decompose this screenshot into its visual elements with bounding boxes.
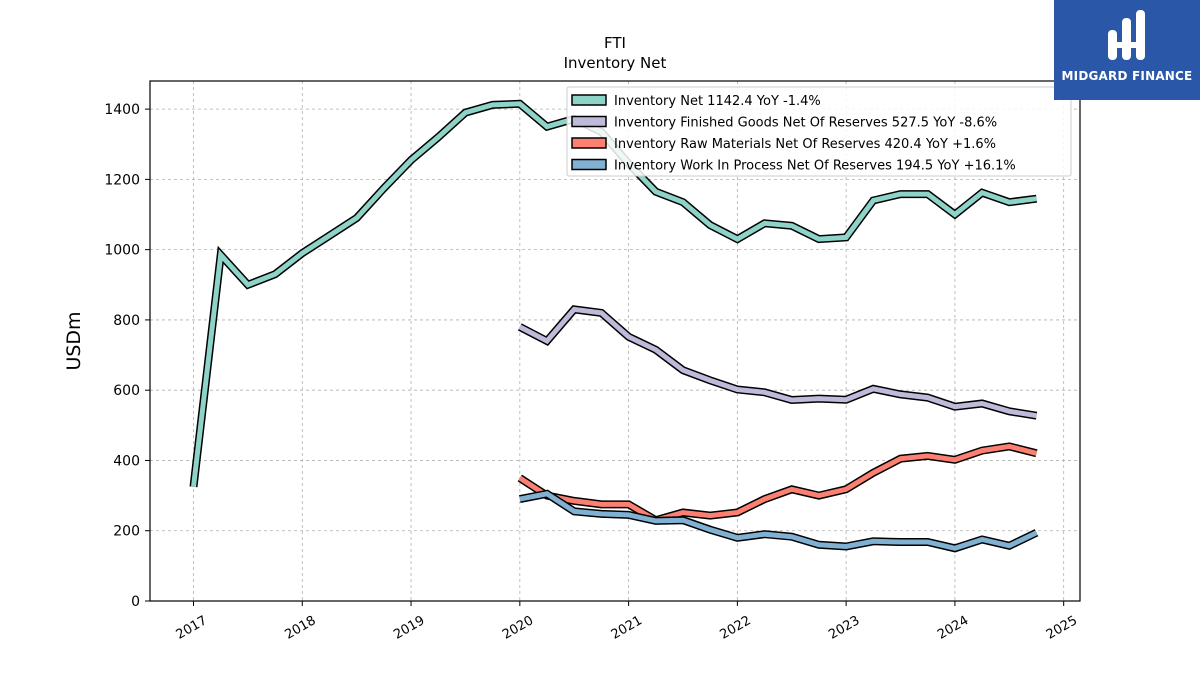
y-tick-label: 400 xyxy=(113,453,140,469)
legend-swatch xyxy=(571,137,607,149)
x-tick-label: 2024 xyxy=(935,613,971,643)
y-tick-label: 0 xyxy=(131,594,140,610)
legend-label: Inventory Finished Goods Net Of Reserves… xyxy=(614,116,997,131)
legend-swatch xyxy=(571,115,607,128)
chart-title: FTI xyxy=(604,34,626,52)
midgard-finance-logo: MIDGARD FINANCE xyxy=(1054,0,1200,100)
legend-label: Inventory Net 1142.4 YoY -1.4% xyxy=(614,94,821,109)
legend: Inventory Net 1142.4 YoY -1.4% Inventory … xyxy=(566,86,1072,177)
y-tick-label: 1200 xyxy=(104,172,140,188)
plot-frame xyxy=(149,80,1081,602)
legend-label: Inventory Work In Process Net Of Reserve… xyxy=(614,159,1016,174)
axis-ticks: 0 200 400 600 800 1000 1200 1400 2017 2018 2019 202… xyxy=(104,102,1080,643)
series-line xyxy=(519,491,1038,551)
chart-subtitle: Inventory Net xyxy=(564,54,667,72)
midgard-logo-icon xyxy=(1108,10,1145,60)
y-tick-label: 1000 xyxy=(104,243,140,259)
series-line xyxy=(518,443,1038,523)
legend-swatch xyxy=(571,158,607,171)
x-tick-label: 2023 xyxy=(826,613,862,643)
y-axis-label: USDm xyxy=(63,311,85,370)
x-tick-label: 2021 xyxy=(609,613,645,643)
legend-swatch xyxy=(571,94,607,106)
y-tick-label: 600 xyxy=(113,383,140,399)
x-tick-label: 2025 xyxy=(1044,613,1080,643)
x-tick-label: 2022 xyxy=(718,613,754,643)
x-tick-label: 2018 xyxy=(282,613,318,643)
series-line xyxy=(518,306,1037,419)
y-tick-label: 200 xyxy=(113,524,140,540)
x-tick-label: 2020 xyxy=(500,613,536,643)
legend-label: Inventory Raw Materials Net Of Reserves … xyxy=(614,137,996,152)
y-tick-label: 1400 xyxy=(104,102,140,118)
series-line-outline xyxy=(517,305,1038,420)
x-tick-label: 2017 xyxy=(174,613,210,643)
y-tick-label: 800 xyxy=(113,313,140,329)
logo-text: MIDGARD FINANCE xyxy=(1061,69,1193,83)
legend-box xyxy=(566,86,1072,177)
x-tick-label: 2019 xyxy=(391,613,427,643)
